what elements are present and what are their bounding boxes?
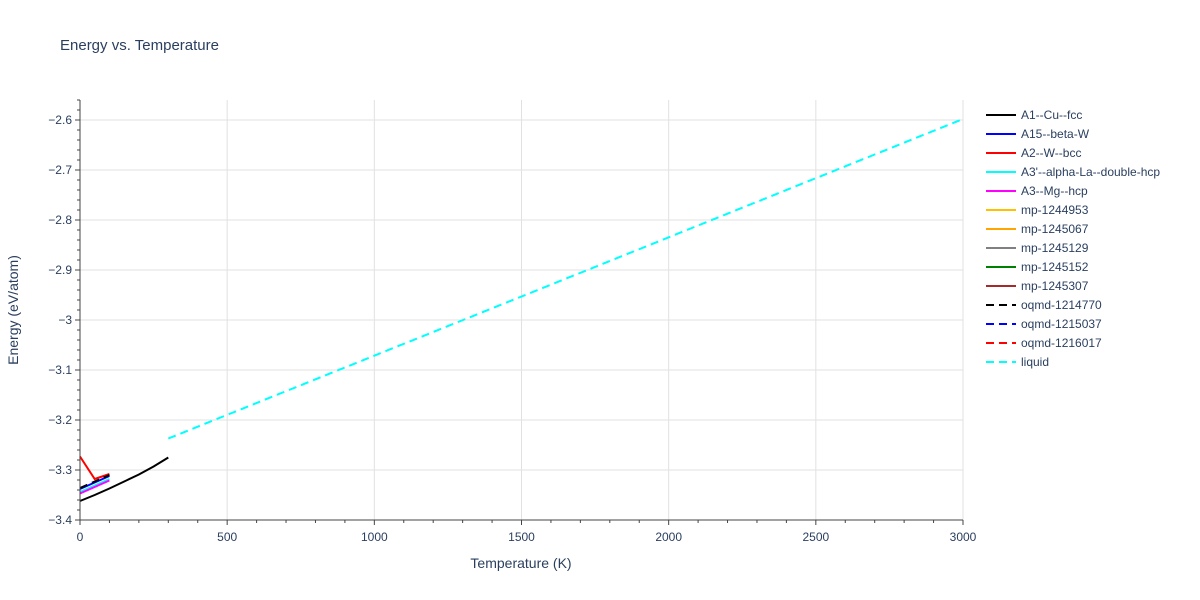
- chart-title: Energy vs. Temperature: [60, 37, 219, 54]
- legend-item[interactable]: oqmd-1214770: [986, 298, 1102, 312]
- y-tick-label: −3.2: [48, 413, 72, 427]
- y-tick-label: −2.7: [48, 163, 72, 177]
- legend-label: A1--Cu--fcc: [1021, 108, 1082, 122]
- y-axis-title: Energy (eV/atom): [5, 255, 21, 365]
- series-line: [79, 455, 110, 481]
- series-line: [79, 479, 110, 495]
- x-tick-label: 3000: [950, 530, 977, 544]
- legend-item[interactable]: A2--W--bcc: [986, 146, 1081, 160]
- legend-item[interactable]: A3'--alpha-La--double-hcp: [986, 165, 1160, 179]
- legend-label: A15--beta-W: [1021, 127, 1090, 141]
- legend-label: mp-1244953: [1021, 203, 1089, 217]
- legend-label: oqmd-1216017: [1021, 336, 1102, 350]
- series-line: [167, 118, 964, 440]
- legend-item[interactable]: mp-1244953: [986, 203, 1089, 217]
- legend-item[interactable]: mp-1245129: [986, 241, 1089, 255]
- plot-area: [79, 118, 964, 502]
- legend-label: A2--W--bcc: [1021, 146, 1081, 160]
- x-tick-label: 1500: [508, 530, 535, 544]
- series-line: [79, 474, 110, 489]
- x-tick-label: 500: [217, 530, 237, 544]
- legend-label: oqmd-1214770: [1021, 298, 1102, 312]
- x-tick-label: 0: [77, 530, 84, 544]
- legend-label: mp-1245152: [1021, 260, 1089, 274]
- series-line: [79, 478, 110, 493]
- y-tick-label: −2.8: [48, 213, 72, 227]
- legend-item[interactable]: oqmd-1216017: [986, 336, 1102, 350]
- series-line: [79, 456, 169, 502]
- gridlines: [80, 100, 964, 520]
- legend-label: mp-1245307: [1021, 279, 1089, 293]
- legend-item[interactable]: oqmd-1215037: [986, 317, 1102, 331]
- legend-item[interactable]: mp-1245307: [986, 279, 1089, 293]
- axes: 0 500 1000 1500 2000 2500 3000 −3.4 −3.3 −3.2 −3.1…: [48, 99, 977, 544]
- x-tick-label: 2500: [802, 530, 829, 544]
- legend-label: mp-1245129: [1021, 241, 1089, 255]
- legend-label: mp-1245067: [1021, 222, 1089, 236]
- x-axis-title: Temperature (K): [470, 555, 571, 571]
- legend-item[interactable]: A3--Mg--hcp: [986, 184, 1088, 198]
- y-tick-label: −3: [58, 313, 72, 327]
- legend-label: A3'--alpha-La--double-hcp: [1021, 165, 1160, 179]
- y-tick-label: −3.3: [48, 463, 72, 477]
- legend[interactable]: A1--Cu--fcc A15--beta-W A2--W--bcc A3'--alp…: [986, 108, 1160, 369]
- x-tick-label: 1000: [361, 530, 388, 544]
- x-tick-label: 2000: [655, 530, 682, 544]
- y-tick-label: −2.6: [48, 113, 72, 127]
- y-tick-label: −3.4: [48, 513, 72, 527]
- legend-item[interactable]: mp-1245152: [986, 260, 1089, 274]
- legend-item[interactable]: mp-1245067: [986, 222, 1089, 236]
- legend-item[interactable]: liquid: [986, 355, 1049, 369]
- legend-item[interactable]: A1--Cu--fcc: [986, 108, 1082, 122]
- legend-item[interactable]: A15--beta-W: [986, 127, 1090, 141]
- legend-label: liquid: [1021, 355, 1049, 369]
- y-tick-label: −2.9: [48, 263, 72, 277]
- legend-label: A3--Mg--hcp: [1021, 184, 1088, 198]
- legend-label: oqmd-1215037: [1021, 317, 1102, 331]
- y-tick-label: −3.1: [48, 363, 72, 377]
